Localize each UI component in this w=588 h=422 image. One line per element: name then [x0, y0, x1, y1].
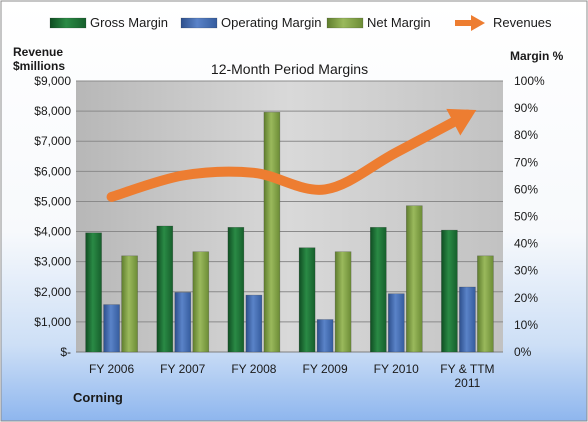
y-left-tick-label: $5,000: [34, 194, 71, 208]
bars: [85, 111, 494, 353]
legend-swatch-net-margin: [326, 17, 364, 29]
bar-operating-margin: [387, 293, 405, 353]
y-left-tick-label: $3,000: [34, 255, 71, 269]
bar-net-margin: [121, 255, 138, 353]
legend: Gross Margin Operating Margin Net Margin Re…: [49, 15, 552, 31]
legend-label-net-margin: Net Margin: [367, 15, 431, 30]
y-right-tick-label: 20%: [514, 291, 538, 305]
y-left-tick-label: $4,000: [34, 225, 71, 239]
y-right-tick-label: 70%: [514, 155, 538, 169]
bar-gross-margin: [369, 227, 387, 353]
bar-operating-margin: [245, 294, 263, 353]
y-right-tick-label: 50%: [514, 210, 538, 224]
legend-swatch-operating-margin: [180, 17, 218, 29]
bar-operating-margin: [103, 304, 120, 353]
legend-swatch-gross-margin: [49, 17, 87, 29]
x-tick-label: FY 2010: [374, 362, 419, 376]
legend-label-revenues: Revenues: [493, 15, 552, 30]
y-right-tick-label: 60%: [514, 182, 538, 196]
y-left-tick-label: $6,000: [34, 164, 71, 178]
y-left-title-line1: Revenue: [13, 45, 63, 59]
bar-operating-margin: [316, 319, 334, 353]
legend-label-operating-margin: Operating Margin: [221, 15, 321, 30]
x-tick-label: 2011: [455, 376, 481, 390]
bar-net-margin: [263, 111, 281, 353]
x-tick-label: FY 2009: [303, 362, 348, 376]
bar-gross-margin: [298, 247, 316, 353]
revenue-curve: [106, 109, 473, 202]
legend-swatch-arrow-revenues: [471, 15, 485, 31]
bar-operating-margin: [174, 292, 192, 353]
y-left-title-line2: $millions: [13, 59, 65, 73]
x-tick-label: FY & TTM: [440, 362, 494, 376]
y-right-tick-label: 90%: [514, 101, 538, 115]
revenue-line: [106, 108, 477, 202]
y-right-tick-label: 10%: [514, 318, 538, 332]
x-tick-label: FY 2006: [89, 362, 134, 376]
y-right-tick-label: 30%: [514, 264, 538, 278]
y-left-tick-label: $7,000: [34, 134, 71, 148]
bar-net-margin: [334, 251, 352, 353]
y-left-tick-label: $9,000: [34, 74, 71, 88]
bar-operating-margin: [459, 286, 476, 353]
plot-area: [76, 80, 503, 353]
y-right-tick-label: 80%: [514, 128, 538, 142]
y-right-title: Margin %: [510, 49, 564, 63]
bar-gross-margin: [227, 227, 245, 353]
y-left-tick-label: $1,000: [34, 315, 71, 329]
bar-gross-margin: [441, 229, 458, 353]
bar-net-margin: [477, 255, 494, 353]
y-right-tick-label: 100%: [514, 74, 545, 88]
y-left-tick-label: $2,000: [34, 285, 71, 299]
plot-background: [76, 81, 503, 352]
y-left-tick-label: $8,000: [34, 104, 71, 118]
y-left-tick-label: $-: [60, 345, 71, 359]
x-tick-label: FY 2007: [160, 362, 205, 376]
bar-net-margin: [192, 251, 210, 353]
legend-label-gross-margin: Gross Margin: [90, 15, 168, 30]
revenue-arrowhead: [446, 108, 477, 136]
chart-title: 12-Month Period Margins: [211, 61, 368, 77]
y-right-tick-label: 40%: [514, 237, 538, 251]
y-right-tick-label: 0%: [514, 345, 532, 359]
chart-text: 12-Month Period Margins $- $1,000 $2,000 $3,…: [13, 45, 564, 405]
company-label: Corning: [73, 390, 123, 405]
x-tick-label: FY 2008: [231, 362, 276, 376]
bar-net-margin: [405, 205, 423, 353]
bar-gross-margin: [85, 232, 102, 353]
bar-gross-margin: [156, 225, 174, 353]
